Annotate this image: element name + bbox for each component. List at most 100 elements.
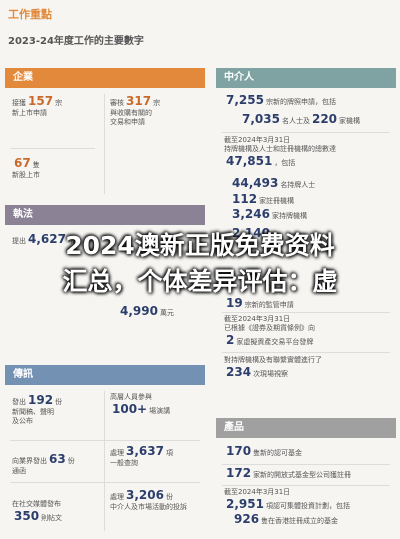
stat-line: 接獲 157 宗 xyxy=(12,94,62,109)
stat: 67 隻新股上市 xyxy=(12,156,40,180)
stat-line: 44,493 名持牌人士 xyxy=(230,176,315,191)
stat-text: 宗新的監管申請 xyxy=(244,301,294,309)
stat-number: 3,637 xyxy=(126,444,164,458)
stat-line: 截至2024年3月31日 xyxy=(224,315,315,324)
stat-number: 2,140 xyxy=(232,226,270,240)
stat-line: 47,851 ，包括 xyxy=(224,154,336,169)
stat-line: 截至2024年3月31日 xyxy=(224,488,350,497)
stat-number: 19 xyxy=(226,296,243,310)
stat-number: 926 xyxy=(234,512,260,526)
stat-line: 172 家新的開放式基金型公司獲註冊 xyxy=(224,466,351,481)
stat: 對持牌機構及有聯繫實體進行了 234 次現場視察 xyxy=(224,356,322,380)
stat-text: 隻在香港註冊成立的基金 xyxy=(261,517,339,525)
divider xyxy=(222,485,390,486)
stat: 接獲 157 宗新上市申請 xyxy=(12,94,62,118)
stat-number: 112 xyxy=(232,192,258,206)
stat-text: 份 xyxy=(165,493,173,501)
stat-text: 家註冊機構 xyxy=(259,197,295,205)
stat: 高層人員參與 100+ 場演講 xyxy=(110,393,170,417)
stat-line: 2,951 項認可集體投資計劃，包括 xyxy=(224,497,350,512)
stat-text: 處理 xyxy=(110,493,124,501)
stat-text: 在社交媒體發布 xyxy=(12,500,61,508)
stat-text: 宗新的牌照申請，包括 xyxy=(265,98,336,106)
stat-text: 名持牌人士 xyxy=(280,181,316,189)
divider xyxy=(222,312,390,313)
stat-line: 7,255 宗新的牌照申請，包括 xyxy=(224,93,336,108)
stat-text: 家虛擬資產交易平台發牌 xyxy=(236,337,314,346)
stat: 2,140 xyxy=(230,226,272,241)
stat-text: ，包括 xyxy=(274,158,296,167)
stat-line: 7,035 名人士及 220 家機構 xyxy=(240,112,360,127)
stat-line: 2 家虛擬資產交易平台發牌 xyxy=(224,333,315,348)
stat: 172 家新的開放式基金型公司獲註冊 xyxy=(224,466,351,481)
stat-text: 隻新的認可基金 xyxy=(253,449,303,457)
stat-line: 提出 4,627 項 xyxy=(12,232,75,247)
stat-text: 已根據《證券及期貨條例》向 xyxy=(224,323,315,332)
stat: 截至2024年3月31日 已根據《證券及期貨條例》向 2 家虛擬資產交易平台發牌 xyxy=(224,315,315,348)
stat: 7,255 宗新的牌照申請，包括 xyxy=(224,93,336,108)
stat-text: 宗 xyxy=(55,99,63,107)
stat-text: 項 xyxy=(165,449,173,457)
stat: 截至2024年3月31日 持牌機構及人士和註冊機構的總數達 47,851 ，包括 xyxy=(224,136,336,169)
stat-line: 350 則帖文 xyxy=(12,509,62,524)
divider xyxy=(10,148,95,149)
stat: 3,246 家持牌機構 xyxy=(230,207,307,222)
stat: 審核 317 宗與收購有關的 交易和申請 xyxy=(110,94,160,127)
stat-text: 一般查詢 xyxy=(110,459,138,467)
stat-text: 則帖文 xyxy=(41,513,63,522)
stat-number: 4,627 xyxy=(28,232,66,246)
stat-line: 新上市申請 xyxy=(12,109,62,118)
stat-line: 112 家註冊機構 xyxy=(230,192,294,207)
section-header: 企業 xyxy=(5,68,205,88)
stat-line: 已根據《證券及期貨條例》向 xyxy=(224,324,315,333)
stat-line: 19 宗新的監管申請 xyxy=(224,296,294,311)
stat-line: 2,140 xyxy=(230,226,272,241)
divider xyxy=(10,440,200,441)
stat-number: 100+ xyxy=(112,401,148,416)
stat-text: 家新的開放式基金型公司獲註冊 xyxy=(253,471,352,479)
stat-text: 新股上市 xyxy=(12,171,40,179)
stat-text: 交易和申請 xyxy=(110,117,145,126)
stat: 處理 3,206 份中介人及市場活動的投訴 xyxy=(110,488,187,512)
stat-line: 持牌機構及人士和註冊機構的總數達 xyxy=(224,145,336,154)
stat-line: 926 隻在香港註冊成立的基金 xyxy=(232,512,338,527)
section-header: 產品 xyxy=(216,418,396,438)
stat: 7,035 名人士及 220 家機構 xyxy=(240,112,360,127)
stat-text: 萬元 xyxy=(159,309,174,317)
stat-line: 170 隻新的認可基金 xyxy=(224,444,302,459)
stat-number: 4,990 xyxy=(120,304,158,318)
divider xyxy=(222,352,390,353)
stat: 112 家註冊機構 xyxy=(230,192,294,207)
stat: 在社交媒體發布 350 則帖文 xyxy=(12,500,62,524)
stat-line: 對持牌機構及有聯繫實體進行了 xyxy=(224,356,322,365)
stat-line: 及公布 xyxy=(12,417,62,426)
stat-number: 67 xyxy=(14,156,31,170)
overlay-text: 2024澳新正版免费资料 xyxy=(65,231,335,260)
stat: 44,493 名持牌人士 xyxy=(230,176,315,191)
stat-number: 220 xyxy=(311,112,338,126)
divider xyxy=(104,94,105,194)
stat-text: 通函 xyxy=(12,467,26,475)
stat-line: 中介人及市場活動的投訴 xyxy=(110,503,187,512)
stat-line: 處理 3,637 項 xyxy=(110,444,173,459)
stat-line: 高層人員參與 xyxy=(110,393,170,402)
stat-text: 名人士及 xyxy=(281,117,310,125)
stat-text: 對持牌機構及有聯繫實體進行了 xyxy=(224,356,322,364)
stat-line: 100+ 場演講 xyxy=(110,402,170,417)
stat: 截至2024年3月31日 2,951 項認可集體投資計劃，包括 xyxy=(224,488,350,512)
divider xyxy=(10,482,200,483)
stat-line: 67 隻 xyxy=(12,156,40,171)
stat: 發出 192 份新聞稿、聲明 及公布 xyxy=(12,393,62,426)
stat-line: 向業界發出 63 份 xyxy=(12,452,75,467)
page-subtitle: 2023-24年度工作的主要數字 xyxy=(8,36,144,47)
stat-text: 處理 xyxy=(110,449,124,457)
stat-text: 家持牌機構 xyxy=(271,212,307,220)
stat-text: 隻 xyxy=(32,161,40,169)
stat-text: 份 xyxy=(67,457,75,465)
stat-text: 宗 xyxy=(153,99,161,107)
stat: 4,990 萬元 xyxy=(118,304,174,319)
stat-number: 2 xyxy=(226,332,235,347)
stat: 向業界發出 63 份通函 xyxy=(12,452,75,476)
stat-line: 一般查詢 xyxy=(110,459,173,468)
